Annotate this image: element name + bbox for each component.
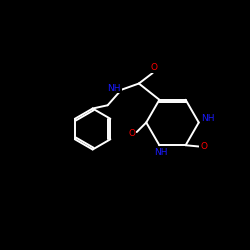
Text: O: O bbox=[200, 142, 207, 151]
Text: O: O bbox=[150, 63, 158, 72]
Text: NH: NH bbox=[154, 148, 168, 157]
Text: NH: NH bbox=[202, 114, 215, 122]
Text: O: O bbox=[128, 129, 135, 138]
Text: NH: NH bbox=[108, 84, 121, 92]
